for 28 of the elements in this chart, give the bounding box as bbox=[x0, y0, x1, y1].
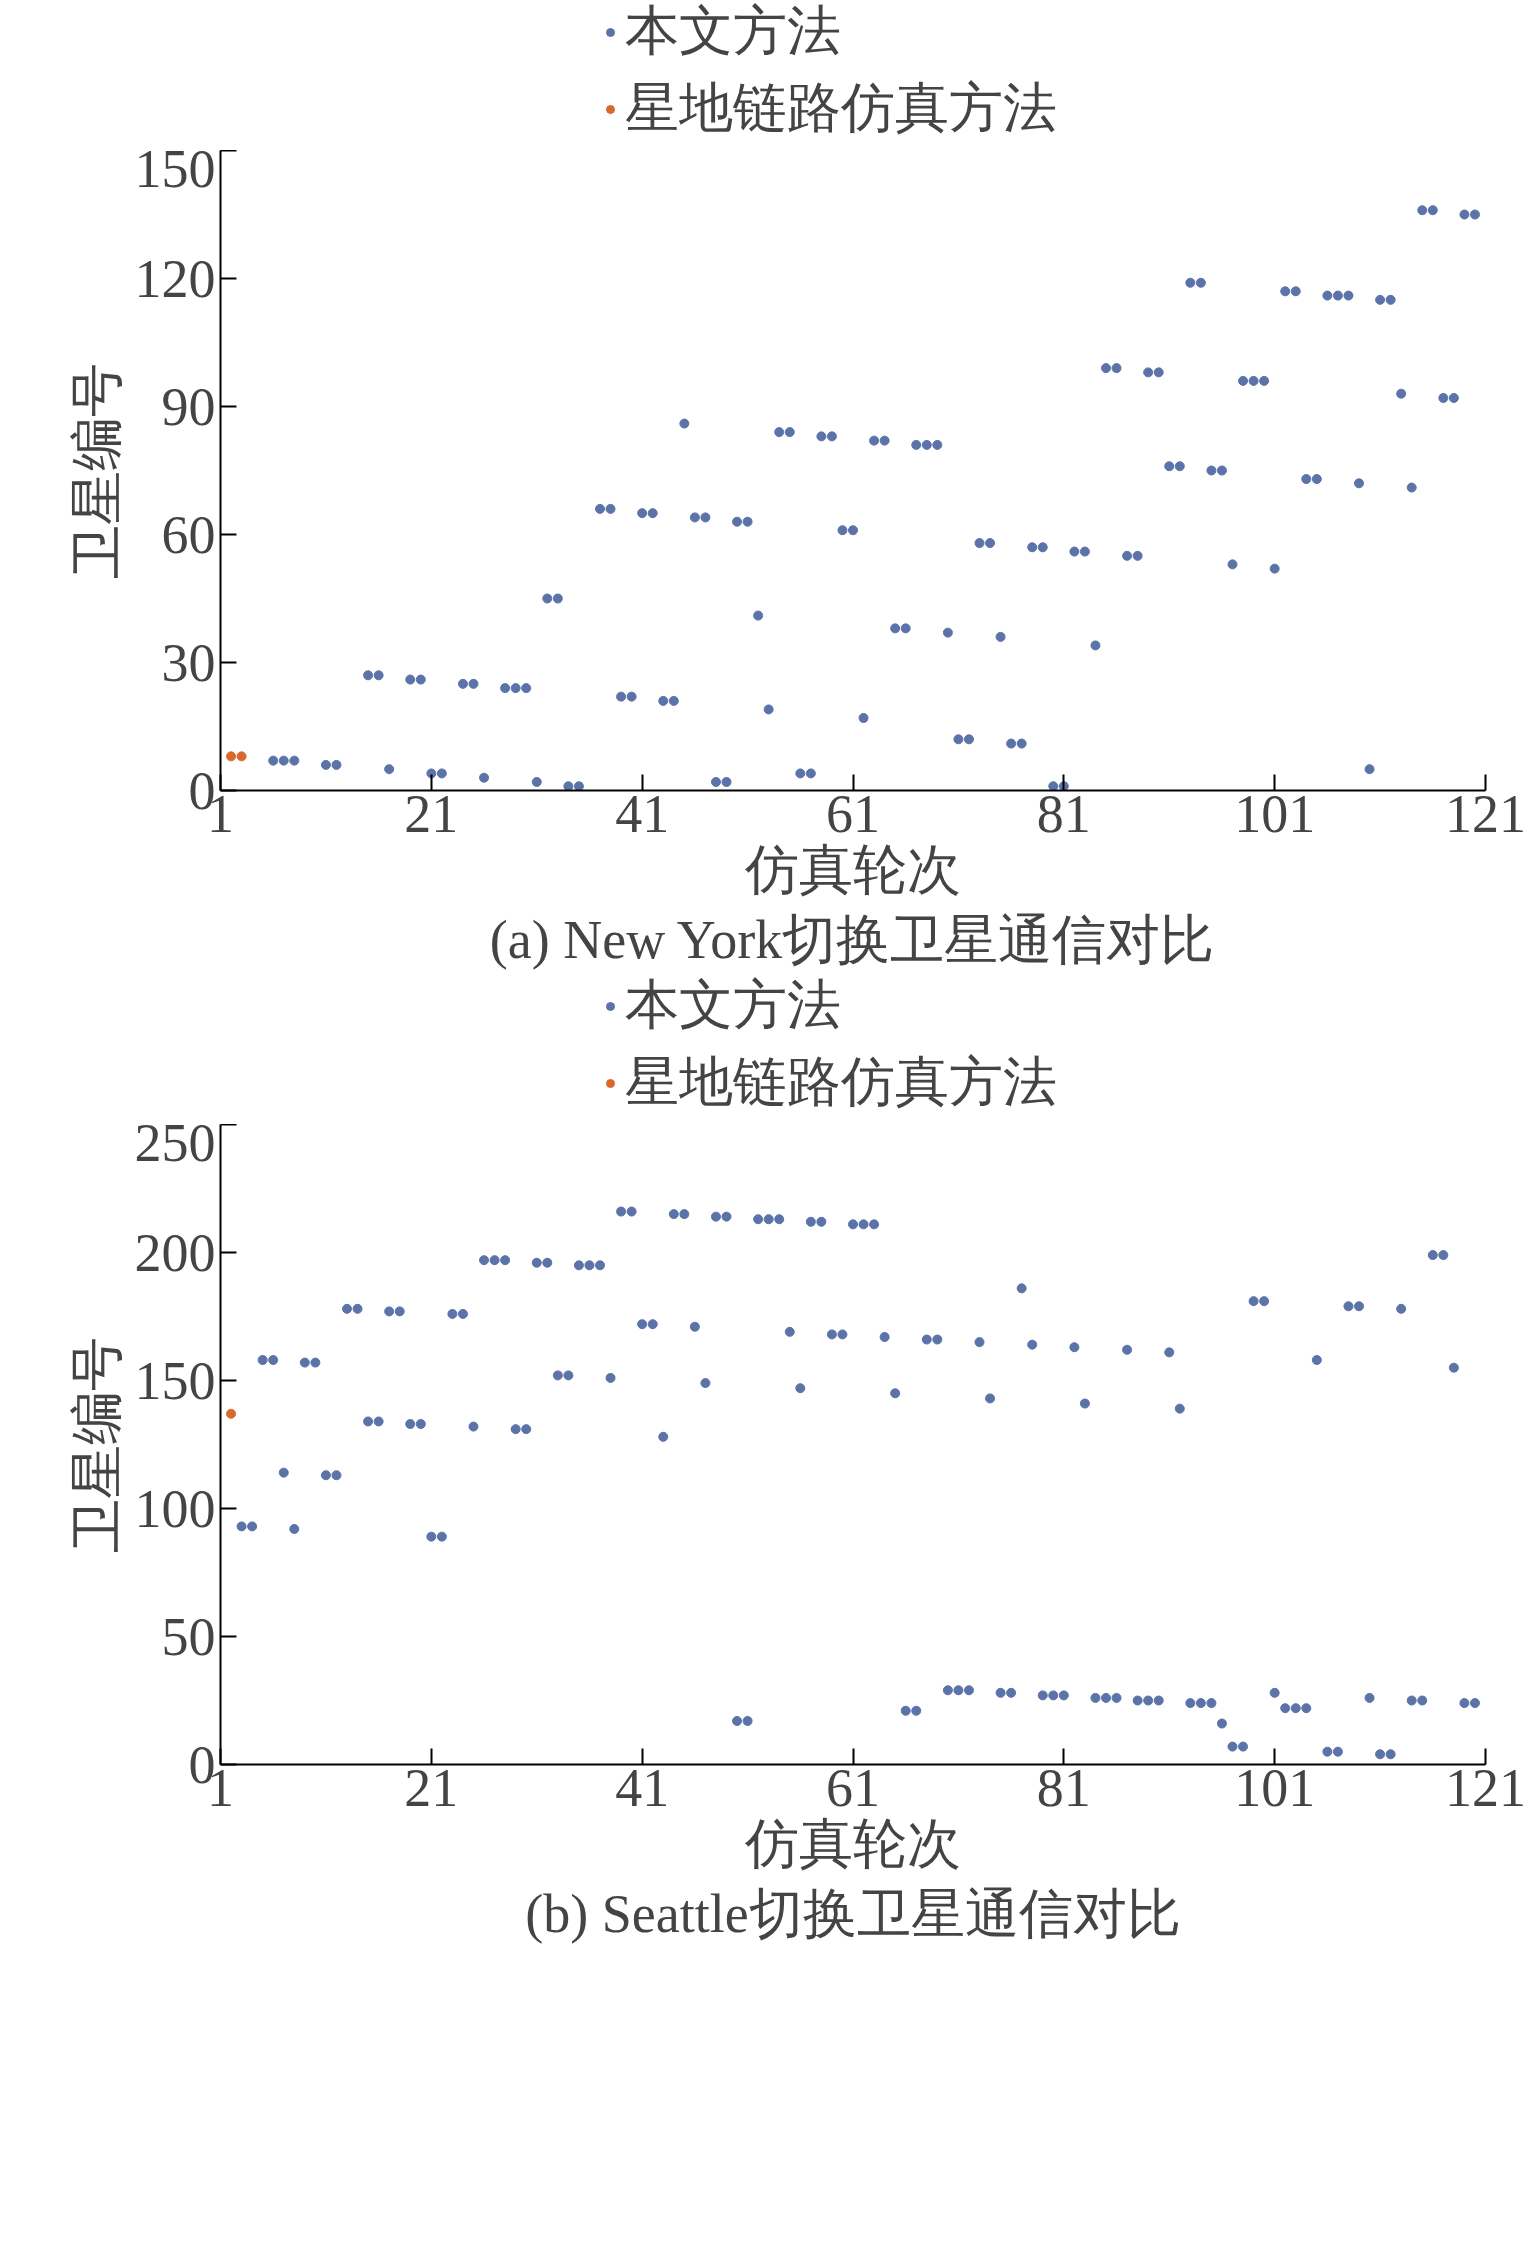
legend-label: 星地链路仿真方法 bbox=[625, 1051, 1057, 1114]
legend-label: 本文方法 bbox=[625, 974, 841, 1037]
y-axis-title: 卫星编号 bbox=[66, 1336, 127, 1553]
y-tick-label: 90 bbox=[161, 376, 216, 437]
legend-label: 星地链路仿真方法 bbox=[625, 77, 1057, 140]
y-axis-title: 卫星编号 bbox=[66, 362, 127, 579]
legend-label: 本文方法 bbox=[625, 0, 841, 63]
y-tick-label: 150 bbox=[134, 1350, 216, 1411]
y-tick-label: 30 bbox=[161, 632, 216, 693]
x-tick-label: 121 bbox=[1445, 1757, 1526, 1818]
y-tick-label: 120 bbox=[134, 248, 216, 309]
y-tick-label: 150 bbox=[134, 138, 216, 199]
x-tick-label: 21 bbox=[404, 783, 459, 844]
x-tick-label: 81 bbox=[1036, 783, 1091, 844]
x-tick-label: 101 bbox=[1234, 1757, 1316, 1818]
x-tick-label: 81 bbox=[1036, 1757, 1091, 1818]
x-tick-label: 41 bbox=[615, 783, 670, 844]
y-tick-label: 100 bbox=[134, 1478, 216, 1539]
y-tick-label: 200 bbox=[134, 1222, 216, 1283]
x-tick-label: 101 bbox=[1234, 783, 1316, 844]
text: (b) Seattle切换卫星通信对比 bbox=[525, 1883, 1181, 1944]
text: (a) New York切换卫星通信对比 bbox=[489, 909, 1215, 970]
x-tick-label: 21 bbox=[404, 1757, 459, 1818]
y-tick-label: 60 bbox=[161, 504, 216, 565]
x-tick-label: 121 bbox=[1445, 783, 1526, 844]
y-tick-label: 50 bbox=[161, 1606, 216, 1667]
y-tick-label: 250 bbox=[134, 1112, 216, 1173]
x-tick-label: 41 bbox=[615, 1757, 670, 1818]
